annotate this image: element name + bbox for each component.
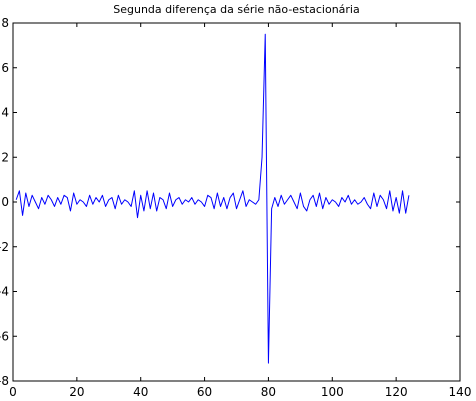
y-tick-label: 6 (1, 61, 9, 75)
y-tick-label: -8 (0, 374, 9, 388)
x-tick-label: 60 (197, 385, 212, 399)
plot-area: 0 20 40 60 80 100 120 140 -8 -6 -4 -2 0 2 4 6 8 (0, 16, 471, 399)
y-tick-label: 2 (1, 150, 9, 164)
y-tick-label: -6 (0, 329, 9, 343)
x-tick-label: 40 (133, 385, 148, 399)
y-tick-label: 0 (1, 195, 9, 209)
x-tick-label: 100 (321, 385, 344, 399)
x-tick-label: 80 (261, 385, 276, 399)
chart-title: Segunda diferença da série não-estacioná… (113, 3, 359, 16)
y-tick-label: 8 (1, 16, 9, 30)
x-tick-label: 20 (69, 385, 84, 399)
y-tick-label: -2 (0, 240, 9, 254)
y-tick-label: 4 (1, 106, 9, 120)
y-tick-label: -4 (0, 285, 9, 299)
x-tick-label: 140 (449, 385, 472, 399)
series-line (15, 33, 410, 364)
x-tick-label: 120 (385, 385, 408, 399)
x-tick-label: 0 (9, 385, 17, 399)
